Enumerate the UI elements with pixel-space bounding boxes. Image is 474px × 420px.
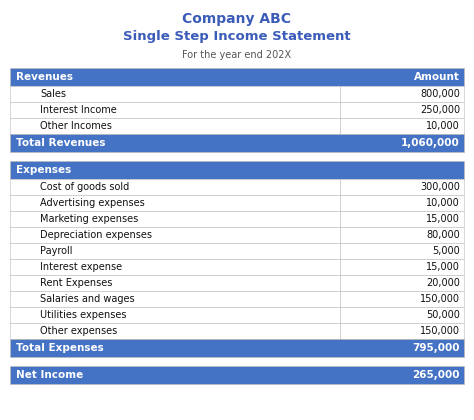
Text: Marketing expenses: Marketing expenses — [40, 214, 138, 224]
Text: 300,000: 300,000 — [420, 182, 460, 192]
Text: 150,000: 150,000 — [420, 294, 460, 304]
Bar — [340, 307, 464, 323]
Text: Amount: Amount — [414, 72, 460, 82]
Bar — [340, 102, 464, 118]
Text: 800,000: 800,000 — [420, 89, 460, 99]
Bar — [340, 259, 464, 275]
Text: 250,000: 250,000 — [420, 105, 460, 115]
Text: Total Expenses: Total Expenses — [16, 343, 104, 353]
Bar — [10, 195, 340, 211]
Bar — [340, 118, 464, 134]
Text: 80,000: 80,000 — [426, 230, 460, 240]
Bar — [10, 227, 340, 243]
Text: For the year end 202X: For the year end 202X — [182, 50, 292, 60]
Bar — [340, 86, 464, 102]
Bar — [10, 102, 340, 118]
Text: 265,000: 265,000 — [412, 370, 460, 380]
Bar — [10, 86, 340, 102]
Text: Single Step Income Statement: Single Step Income Statement — [123, 30, 351, 43]
Text: 10,000: 10,000 — [426, 198, 460, 208]
Text: Advertising expenses: Advertising expenses — [40, 198, 145, 208]
Text: Salaries and wages: Salaries and wages — [40, 294, 135, 304]
Text: 15,000: 15,000 — [426, 214, 460, 224]
Text: Expenses: Expenses — [16, 165, 71, 175]
Text: 5,000: 5,000 — [432, 246, 460, 256]
Bar — [340, 243, 464, 259]
Text: Utilities expenses: Utilities expenses — [40, 310, 127, 320]
Bar — [340, 195, 464, 211]
Bar — [10, 366, 464, 384]
Bar — [340, 275, 464, 291]
Text: 1,060,000: 1,060,000 — [401, 138, 460, 148]
Bar — [340, 211, 464, 227]
Text: Net Income: Net Income — [16, 370, 83, 380]
Text: 15,000: 15,000 — [426, 262, 460, 272]
Text: Cost of goods sold: Cost of goods sold — [40, 182, 129, 192]
Text: Other expenses: Other expenses — [40, 326, 117, 336]
Bar — [340, 323, 464, 339]
Text: Payroll: Payroll — [40, 246, 73, 256]
Bar — [10, 118, 340, 134]
Bar — [10, 243, 340, 259]
Bar — [340, 291, 464, 307]
Text: 150,000: 150,000 — [420, 326, 460, 336]
Bar — [10, 161, 464, 179]
Bar — [10, 179, 340, 195]
Bar — [10, 339, 464, 357]
Text: Total Revenues: Total Revenues — [16, 138, 106, 148]
Bar — [10, 323, 340, 339]
Bar — [10, 134, 464, 152]
Bar — [340, 179, 464, 195]
Bar — [340, 227, 464, 243]
Text: Interest Income: Interest Income — [40, 105, 117, 115]
Text: Depreciation expenses: Depreciation expenses — [40, 230, 152, 240]
Text: Interest expense: Interest expense — [40, 262, 122, 272]
Text: Rent Expenses: Rent Expenses — [40, 278, 112, 288]
Bar — [10, 307, 340, 323]
Text: 50,000: 50,000 — [426, 310, 460, 320]
Bar — [10, 211, 340, 227]
Bar — [10, 68, 464, 86]
Text: Sales: Sales — [40, 89, 66, 99]
Text: Company ABC: Company ABC — [182, 12, 292, 26]
Bar — [10, 275, 340, 291]
Text: 795,000: 795,000 — [412, 343, 460, 353]
Bar — [10, 259, 340, 275]
Text: Other Incomes: Other Incomes — [40, 121, 112, 131]
Bar — [10, 291, 340, 307]
Text: 10,000: 10,000 — [426, 121, 460, 131]
Text: Revenues: Revenues — [16, 72, 73, 82]
Text: 20,000: 20,000 — [426, 278, 460, 288]
